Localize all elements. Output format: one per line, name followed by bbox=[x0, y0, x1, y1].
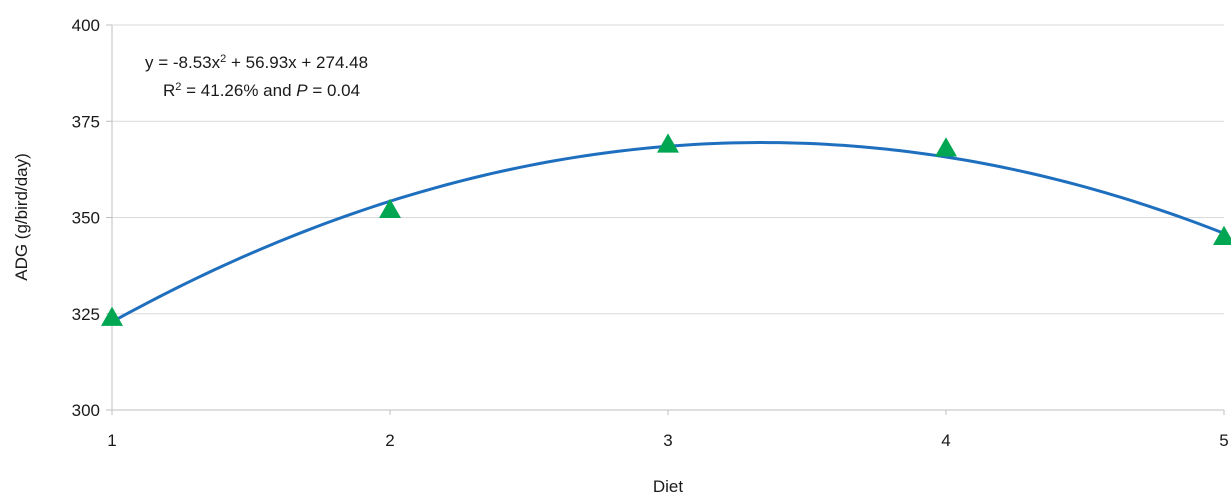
equation-label: y = -8.53x2 + 56.93x + 274.48 bbox=[145, 53, 368, 72]
data-points bbox=[101, 133, 1231, 326]
data-point-triangle bbox=[101, 306, 123, 326]
equation-part-1: y = -8.53x bbox=[145, 53, 221, 72]
data-point-triangle bbox=[935, 137, 957, 157]
y-axis-title: ADG (g/bird/day) bbox=[12, 153, 31, 281]
p-symbol: P bbox=[296, 81, 308, 100]
r-symbol: R bbox=[163, 81, 175, 100]
equation-exponent: 2 bbox=[220, 53, 226, 65]
y-tick-label: 300 bbox=[72, 401, 100, 420]
x-tick-label: 4 bbox=[941, 431, 950, 450]
x-tick-label: 3 bbox=[663, 431, 672, 450]
y-tick-labels: 300 325 350 375 400 bbox=[72, 16, 100, 420]
x-axis-title: Diet bbox=[653, 477, 684, 496]
x-tick-labels: 1 2 3 4 5 bbox=[107, 431, 1228, 450]
data-point-triangle bbox=[379, 198, 401, 219]
y-tick-label: 375 bbox=[72, 112, 100, 131]
data-point-triangle bbox=[657, 133, 679, 153]
y-tick-label: 350 bbox=[72, 209, 100, 228]
p-value: = 0.04 bbox=[308, 81, 360, 100]
r-squared-label: R2 = 41.26% and P = 0.04 bbox=[163, 81, 360, 100]
y-tick-label: 325 bbox=[72, 305, 100, 324]
data-point-triangle bbox=[1213, 225, 1231, 245]
x-tick-label: 1 bbox=[107, 431, 116, 450]
x-tick-label: 2 bbox=[385, 431, 394, 450]
trendline-curve bbox=[110, 141, 1226, 324]
gridlines bbox=[112, 24, 1224, 315]
r-squared-exponent: 2 bbox=[175, 81, 181, 93]
x-tick-label: 5 bbox=[1219, 431, 1228, 450]
trendline bbox=[110, 141, 1226, 324]
equation-part-2: + 56.93x + 274.48 bbox=[226, 53, 368, 72]
y-tick-label: 400 bbox=[72, 16, 100, 35]
r-squared-value: = 41.26% and bbox=[181, 81, 296, 100]
axes bbox=[106, 24, 1225, 415]
